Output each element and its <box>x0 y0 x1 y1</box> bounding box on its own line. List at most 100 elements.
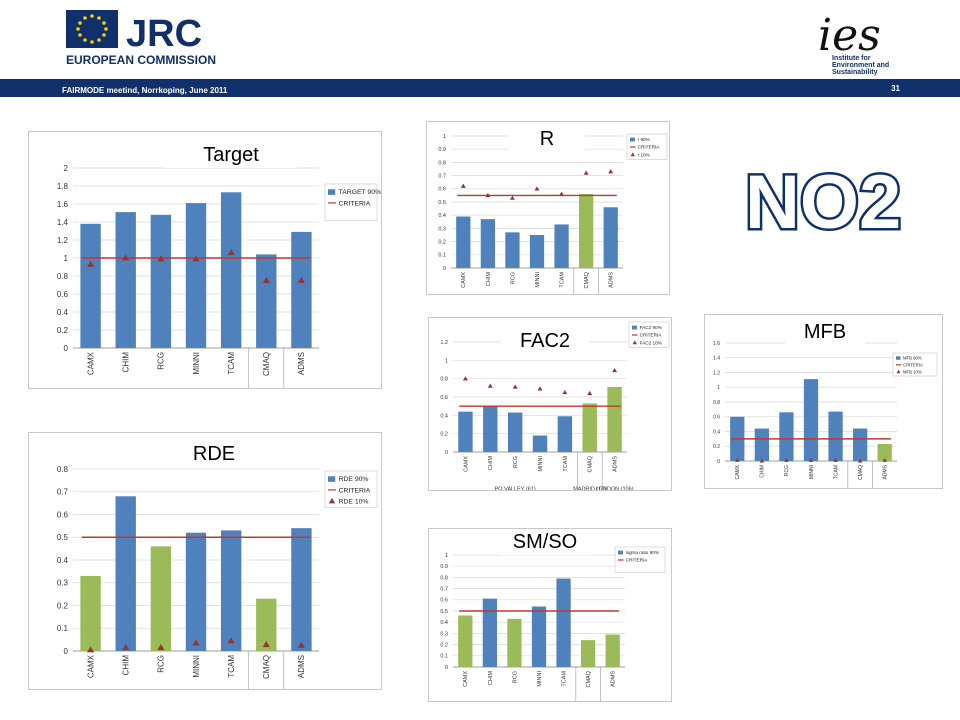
category-label: MINNI <box>538 456 544 472</box>
legend-series-label: sigma ratio 90% <box>626 550 659 555</box>
y-tick-label: 0.6 <box>440 598 448 604</box>
legend-criteria-label: CRITERIA <box>640 333 663 338</box>
bar-minni <box>529 235 545 268</box>
y-tick-label: 0.4 <box>713 429 720 435</box>
legend: TARGET 90% CRITERIA <box>324 183 381 222</box>
y-tick-label: 0.6 <box>713 415 720 421</box>
triangle-marker <box>583 170 589 175</box>
y-tick-label: 0.6 <box>440 395 448 401</box>
category-label: ADMS <box>612 456 618 472</box>
bar-adms <box>605 634 620 667</box>
bar-minni <box>803 379 819 461</box>
y-tick-label: 0.3 <box>57 579 69 588</box>
bar-camx <box>458 615 473 667</box>
bar-rcg <box>507 618 522 667</box>
y-tick-label: 0.8 <box>440 575 448 581</box>
y-tick-label: 0.8 <box>438 160 446 166</box>
category-label: CMAQ <box>584 271 590 288</box>
legend-criteria-label: CRITERIA <box>339 200 371 207</box>
chart-mfb: 0 0.2 0.4 0.6 0.8 1 1.2 1.4 1.6 CAMX CHIM RCG MINNI T… <box>704 314 943 489</box>
y-tick-label: 0.7 <box>57 488 69 497</box>
legend-swatch <box>896 356 901 360</box>
bar-camx <box>456 216 471 268</box>
y-tick-label: 0.4 <box>57 556 69 565</box>
y-tick-label: 0.2 <box>438 240 446 246</box>
bar-chim <box>115 496 136 651</box>
european-commission-text: EUROPEAN COMMISSION <box>66 53 216 67</box>
category-label: RCG <box>513 456 519 468</box>
y-tick-label: 0 <box>64 647 69 656</box>
category-label: MINNI <box>192 655 201 678</box>
triangle-marker <box>537 386 543 391</box>
y-tick-label: 0.6 <box>57 510 69 519</box>
bar-chim <box>482 598 497 667</box>
bar-tcam <box>220 530 242 651</box>
y-tick-label: 1 <box>445 553 448 559</box>
bar-chim <box>483 406 498 452</box>
triangle-marker <box>487 383 493 388</box>
category-label: CMAQ <box>262 655 271 679</box>
bar-minni <box>185 203 207 348</box>
bar-tcam <box>554 224 569 268</box>
y-tick-label: 1 <box>443 134 446 140</box>
group-label: LONDON (106) <box>596 487 634 491</box>
category-label: ADMS <box>611 671 617 687</box>
bar-rcg <box>505 232 520 268</box>
y-tick-label: 0.4 <box>440 413 448 419</box>
y-tick-label: 0.5 <box>440 609 448 615</box>
y-tick-label: 0 <box>445 665 448 671</box>
legend-criteria-label: CRITERIA <box>339 487 371 494</box>
bar-tcam <box>828 411 843 461</box>
y-tick-label: 1.4 <box>57 218 69 227</box>
triangle-marker <box>562 389 568 395</box>
chart-smso-svg: 0 0.1 0.2 0.3 0.4 0.5 0.6 0.7 0.8 0.9 1 CAMX CHIM RCG… <box>440 546 666 701</box>
ies-text-2: Environment and <box>832 62 889 69</box>
triangle-marker <box>587 390 593 396</box>
bar-cmaq <box>256 254 277 348</box>
y-tick-label: 1 <box>717 385 720 391</box>
bar-cmaq <box>581 640 596 667</box>
category-label: CAMX <box>463 456 469 472</box>
triangle-marker <box>882 458 887 462</box>
bar-tcam <box>557 416 573 452</box>
legend-criteria-label: CRITERIA <box>626 558 649 563</box>
category-label: CHIM <box>488 671 494 685</box>
triangle-marker <box>857 458 863 463</box>
category-label: TCAM <box>561 671 567 687</box>
chart-target-svg: 0 0.2 0.4 0.6 0.8 1 1.2 1.4 1.6 1.8 2 CAMX CHIM RCG MI… <box>57 164 381 388</box>
category-label: CAMX <box>463 671 469 687</box>
y-tick-label: 0.2 <box>57 326 69 335</box>
legend-swatch <box>328 476 336 482</box>
ies-text-3: Sustainability <box>832 69 878 76</box>
category-label: CAMX <box>86 654 95 678</box>
triangle-marker <box>122 254 130 261</box>
triangle-marker <box>262 641 270 648</box>
triangle-marker <box>808 458 814 462</box>
y-tick-label: 0.5 <box>438 200 446 206</box>
legend-swatch <box>618 550 623 555</box>
triangle-marker <box>784 458 789 462</box>
chart-rde-svg: 0 0.1 0.2 0.3 0.4 0.5 0.6 0.7 0.8 CAMX CHIM RCG MINN… <box>57 465 378 689</box>
legend-box <box>892 352 938 377</box>
legend: MFB 90% CRITERIA MFB 10% <box>892 352 938 377</box>
category-label: RCG <box>512 671 518 683</box>
category-label: TCAM <box>227 655 236 678</box>
category-label: TCAM <box>563 456 569 472</box>
y-tick-label: 0.2 <box>440 643 448 649</box>
y-tick-label: 0.6 <box>438 187 446 193</box>
legend-box <box>614 546 666 573</box>
bar-chim <box>754 428 769 461</box>
y-tick-label: 0.6 <box>57 290 69 299</box>
category-label: CAMX <box>735 464 741 479</box>
bar-rcg <box>779 412 794 461</box>
legend-triangle-swatch <box>328 497 336 504</box>
legend-series-label: FAC2 90% <box>640 325 662 330</box>
triangle-marker <box>559 191 565 196</box>
triangle-marker <box>86 646 95 653</box>
legend-triangle-swatch <box>896 369 901 374</box>
category-label: RCG <box>510 272 516 284</box>
bar-camx <box>458 411 473 452</box>
y-tick-label: 0.8 <box>440 377 448 383</box>
no2-label: NO2 <box>745 162 904 242</box>
bar-cmaq <box>853 428 868 461</box>
